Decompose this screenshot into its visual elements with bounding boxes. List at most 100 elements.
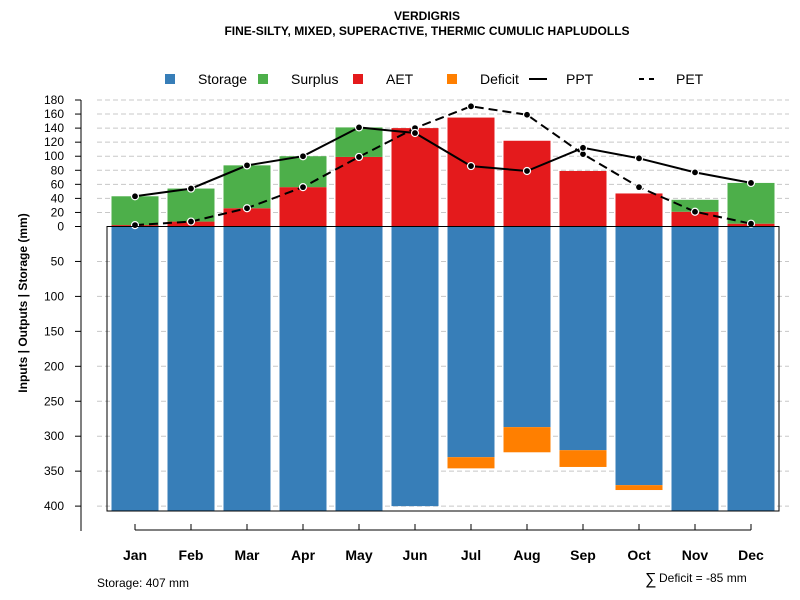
deficit-bar — [447, 457, 495, 469]
pet-point — [634, 183, 644, 192]
y-tick-label: 400 — [44, 499, 64, 513]
ppt-point — [522, 166, 532, 176]
ppt-point — [298, 152, 308, 161]
storage-note: Storage: 407 mm — [97, 576, 189, 590]
storage-bar — [167, 226, 215, 511]
storage-bar — [727, 226, 775, 511]
storage-bar — [279, 226, 327, 511]
y-tick-label: 300 — [44, 429, 64, 443]
aet-bar — [503, 140, 551, 227]
storage-bar — [503, 226, 551, 428]
y-tick-label: 100 — [44, 289, 64, 303]
y-tick-label: 40 — [51, 191, 65, 205]
x-tick-label: May — [345, 547, 372, 563]
pet-point — [522, 110, 532, 119]
pet-point — [186, 217, 196, 226]
x-tick-label: Jun — [403, 547, 428, 563]
series-lines — [130, 102, 756, 230]
storage-bar — [391, 226, 439, 507]
sum-symbol: ∑ — [645, 571, 656, 588]
legend-label: AET — [386, 71, 414, 87]
storage-bar — [671, 226, 719, 511]
pet-point — [746, 219, 756, 228]
surplus-bar — [167, 188, 215, 222]
y-tick-label: 0 — [57, 220, 64, 234]
legend-label: PPT — [566, 71, 594, 87]
ppt-point — [186, 184, 196, 193]
ppt-point — [130, 192, 140, 201]
y-tick-label: 100 — [44, 149, 64, 163]
storage-bar — [559, 226, 607, 451]
legend-key — [447, 74, 457, 84]
surplus-bar — [671, 199, 719, 212]
y-tick-label: 150 — [44, 324, 64, 338]
pet-line — [134, 105, 752, 227]
storage-bar — [111, 226, 159, 511]
deficit-bar — [615, 485, 663, 491]
surplus-bar — [335, 127, 383, 157]
ppt-point — [242, 161, 252, 170]
x-tick-label: Apr — [291, 547, 316, 563]
pet-point — [242, 204, 252, 213]
storage-bar — [335, 226, 383, 511]
pet-point — [466, 102, 476, 111]
x-tick-label: Dec — [738, 547, 764, 563]
bars — [111, 117, 775, 512]
aet-bar — [615, 193, 663, 227]
y-axis-label: Inputs | Outputs | Storage (mm) — [16, 213, 30, 392]
ppt-point — [354, 123, 364, 132]
surplus-bar — [727, 182, 775, 224]
aet-bar — [671, 211, 719, 227]
deficit-note: Deficit = -85 mm — [659, 571, 747, 585]
surplus-bar — [279, 156, 327, 188]
x-tick-label: Jan — [123, 547, 147, 563]
legend-key — [165, 74, 175, 84]
storage-bar — [223, 226, 271, 511]
legend-label: Surplus — [291, 71, 338, 87]
ppt-point — [690, 168, 700, 177]
y-tick-label: 50 — [51, 254, 65, 268]
ppt-point — [466, 161, 476, 171]
legend-label: PET — [676, 71, 704, 87]
deficit-bar — [503, 427, 551, 453]
axes: 0204060801001201401601805010015020025030… — [44, 93, 780, 563]
pet-point — [130, 220, 140, 230]
pet-point — [690, 207, 700, 216]
legend: Storage Surplus AET Deficit PPT PET — [165, 71, 704, 87]
chart-title: VERDIGRIS — [394, 9, 460, 23]
pet-point — [354, 152, 364, 162]
y-tick-label: 140 — [44, 121, 64, 135]
pet-point — [298, 183, 308, 192]
x-tick-label: Sep — [570, 547, 596, 563]
aet-bar — [223, 208, 271, 227]
ppt-point — [410, 128, 420, 138]
legend-key — [258, 74, 268, 84]
y-tick-label: 160 — [44, 107, 64, 121]
legend-key — [353, 74, 363, 84]
aet-bar — [335, 156, 383, 227]
y-tick-label: 180 — [44, 93, 64, 107]
y-tick-label: 60 — [51, 177, 65, 191]
deficit-bar — [559, 450, 607, 467]
ppt-line — [134, 126, 752, 198]
surplus-bar — [111, 196, 159, 226]
y-tick-label: 80 — [51, 163, 65, 177]
y-tick-label: 20 — [51, 205, 65, 219]
y-tick-label: 120 — [44, 135, 64, 149]
storage-bar — [447, 226, 495, 458]
aet-bar — [447, 117, 495, 227]
y-tick-label: 200 — [44, 359, 64, 373]
x-tick-label: Aug — [513, 547, 540, 563]
aet-bar — [559, 170, 607, 227]
ppt-point — [578, 143, 588, 152]
aet-bar — [391, 128, 439, 227]
x-tick-label: Oct — [627, 547, 651, 563]
x-tick-label: Nov — [682, 547, 709, 563]
legend-label: Storage — [198, 71, 247, 87]
chart-subtitle: FINE-SILTY, MIXED, SUPERACTIVE, THERMIC … — [224, 24, 629, 38]
legend-label: Deficit — [480, 71, 519, 87]
y-tick-label: 350 — [44, 464, 64, 478]
storage-bar — [615, 226, 663, 486]
x-tick-label: Mar — [235, 547, 260, 563]
